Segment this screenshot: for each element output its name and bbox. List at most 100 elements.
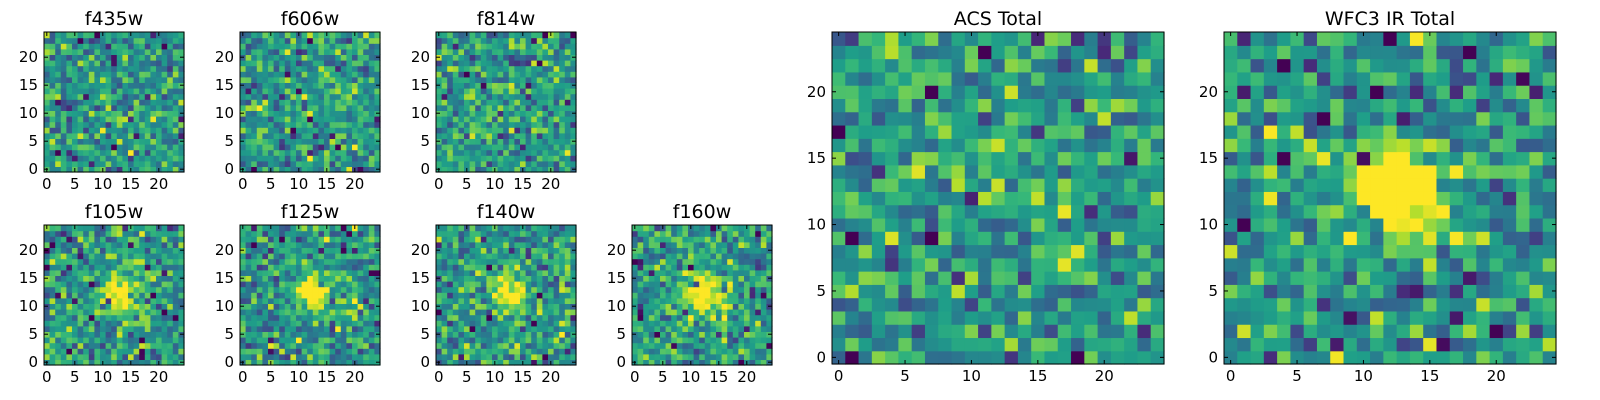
heatmap-pixel xyxy=(845,297,860,312)
heatmap-pixel xyxy=(290,104,297,111)
heatmap-pixel xyxy=(964,244,979,259)
heatmap-pixel xyxy=(105,99,112,106)
heatmap-pixel xyxy=(475,320,482,327)
heatmap-pixel xyxy=(464,281,471,288)
heatmap-pixel xyxy=(363,104,370,111)
heatmap-pixel xyxy=(570,348,577,355)
heatmap-pixel xyxy=(520,110,527,117)
heatmap-pixel xyxy=(1057,204,1072,219)
heatmap-pixel xyxy=(1044,337,1059,352)
heatmap-pixel xyxy=(340,65,347,72)
heatmap-pixel xyxy=(49,144,56,151)
heatmap-pixel xyxy=(105,253,112,260)
heatmap-pixel xyxy=(279,275,286,282)
heatmap-pixel xyxy=(525,48,532,55)
heatmap-pixel xyxy=(766,297,773,304)
heatmap-pixel xyxy=(525,155,532,162)
heatmap-pixel xyxy=(660,331,667,338)
heatmap-pixel xyxy=(464,353,471,360)
heatmap-pixel xyxy=(648,247,655,254)
heatmap-pixel xyxy=(273,241,280,248)
heatmap-pixel xyxy=(924,178,939,192)
heatmap-pixel xyxy=(122,138,129,145)
heatmap-pixel xyxy=(100,342,107,349)
heatmap-pixel xyxy=(570,286,577,293)
heatmap-pixel xyxy=(290,60,297,67)
heatmap-pixel xyxy=(447,253,454,260)
heatmap-pixel xyxy=(60,337,67,344)
heatmap-pixel xyxy=(514,353,521,360)
heatmap-pixel xyxy=(559,297,566,304)
heatmap-pixel xyxy=(637,264,644,271)
heatmap-pixel xyxy=(100,138,107,145)
heatmap-pixel xyxy=(475,138,482,145)
heatmap-pixel xyxy=(284,144,291,151)
heatmap-pixel xyxy=(716,325,723,332)
heatmap-pixel xyxy=(88,297,95,304)
heatmap-pixel xyxy=(514,303,521,310)
heatmap-pixel xyxy=(525,110,532,117)
heatmap-pixel xyxy=(716,309,723,316)
heatmap-pixel xyxy=(676,337,683,344)
heatmap-pixel xyxy=(570,93,577,100)
heatmap-pixel xyxy=(845,164,860,179)
heatmap-pixel xyxy=(542,60,549,67)
heatmap-pixel xyxy=(1004,204,1019,219)
heatmap-pixel xyxy=(44,337,51,344)
heatmap-pixel xyxy=(346,54,353,61)
heatmap-pixel xyxy=(665,241,672,248)
heatmap-pixel xyxy=(94,160,101,167)
heatmap-pixel xyxy=(72,82,79,89)
heatmap-pixel xyxy=(452,292,459,299)
heatmap-pixel xyxy=(978,217,992,232)
heatmap-pixel xyxy=(100,88,107,95)
heatmap-pixel xyxy=(88,286,95,293)
heatmap-pixel xyxy=(536,247,543,254)
heatmap-pixel xyxy=(44,253,51,260)
y-tick-label: 10 xyxy=(19,297,38,315)
heatmap-pixel xyxy=(352,309,359,316)
heatmap-pixel xyxy=(49,160,56,167)
heatmap-pixel xyxy=(251,281,258,288)
heatmap-pixel xyxy=(1150,271,1165,285)
heatmap-pixel xyxy=(340,348,347,355)
heatmap-pixel xyxy=(268,121,275,128)
heatmap-pixel xyxy=(312,264,319,271)
heatmap-pixel xyxy=(49,54,56,61)
heatmap-pixel xyxy=(531,65,538,72)
heatmap-pixel xyxy=(480,99,487,106)
heatmap-pixel xyxy=(688,348,695,355)
heatmap-pixel xyxy=(105,303,112,310)
heatmap-pixel xyxy=(268,149,275,156)
heatmap-pixel xyxy=(256,236,263,243)
heatmap-pixel xyxy=(845,257,860,272)
heatmap-pixel xyxy=(492,110,499,117)
heatmap-pixel xyxy=(441,303,448,310)
heatmap-pixel xyxy=(66,303,73,310)
heatmap-pixel xyxy=(514,281,521,288)
heatmap-pixel xyxy=(111,292,118,299)
heatmap-pixel xyxy=(307,99,314,106)
heatmap-pixel xyxy=(268,65,275,72)
heatmap-pixel xyxy=(374,32,381,39)
heatmap-pixel xyxy=(307,275,314,282)
heatmap-pixel xyxy=(374,121,381,128)
heatmap-pixel xyxy=(111,230,118,237)
heatmap-pixel xyxy=(693,269,700,276)
heatmap-pixel xyxy=(665,230,672,237)
heatmap-pixel xyxy=(525,303,532,310)
heatmap-pixel xyxy=(324,325,331,332)
heatmap-pixel xyxy=(66,37,73,44)
heatmap-pixel xyxy=(497,331,504,338)
heatmap-pixel xyxy=(268,342,275,349)
heatmap-pixel xyxy=(693,241,700,248)
heatmap-pixel xyxy=(172,342,179,349)
heatmap-pixel xyxy=(374,160,381,167)
heatmap-pixel xyxy=(296,110,303,117)
heatmap-pixel xyxy=(693,303,700,310)
heatmap-pixel xyxy=(251,110,258,117)
heatmap-pixel xyxy=(161,37,168,44)
heatmap-pixel xyxy=(654,297,661,304)
heatmap-pixel xyxy=(464,88,471,95)
heatmap-pixel xyxy=(475,71,482,78)
